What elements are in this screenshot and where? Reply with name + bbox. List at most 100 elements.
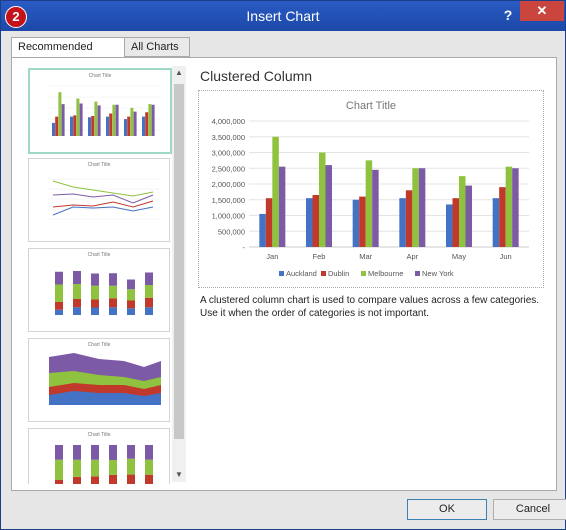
thumbnail-line-graphic [47,178,159,220]
thumbnail-stacked-column-graphic [55,271,153,315]
bar-auckland [352,199,360,247]
thumbnail-line[interactable]: Chart Title [28,158,170,242]
dialog-title: Insert Chart [246,8,320,24]
thumbnail-bar [145,112,149,136]
y-tick-label: 500,000 [218,227,245,236]
bar-dublin [405,190,413,247]
bar-dublin [265,198,273,247]
thumbnail-stacked-bar [55,284,63,302]
close-button[interactable]: ✕ [520,1,564,21]
thumbnail-stacked-bar [109,285,117,299]
x-tick-label: May [452,252,466,261]
bar-new-york [372,169,379,247]
y-tick-label: 2,500,000 [212,164,245,173]
thumbnail-bar [97,105,101,136]
thumbnail-100-bar [127,474,135,484]
x-tick-label: Mar [359,252,372,261]
thumbnail-stacked-bar [109,307,117,315]
thumbnail-bar [133,111,137,136]
chart-preview: Chart Title 4,000,000 3,500,000 3,000,000 2,… [198,90,544,288]
thumbnail-bar [106,116,109,136]
thumbnail-stacked-bar [127,289,135,301]
thumbnail-bar [73,115,77,136]
x-tick-label: Jan [266,252,278,261]
bar-new-york [418,168,426,247]
y-tick-label: - [243,243,246,252]
thumbnail-bar [70,116,73,136]
ok-button[interactable]: OK [407,499,487,520]
thumbnail-stacked-bar [127,300,135,309]
thumbnail-100-bar [145,445,153,460]
chart-description: A clustered column chart is used to comp… [200,295,540,319]
scroll-down-icon[interactable]: ▼ [175,470,183,479]
thumbnail-title: Chart Title [88,73,112,79]
thumbnail-100-bar [91,459,99,477]
tab-all-charts[interactable]: All Charts [124,37,190,57]
y-tick-label: 1,000,000 [212,212,245,221]
scroll-thumb[interactable] [174,84,184,439]
thumbnail-stacked-area-graphic [49,353,161,405]
thumbnail-100-bar [91,445,99,460]
bar-auckland [492,198,500,247]
thumbnail-stacked-bar [55,271,63,285]
thumbnail-100-bar [55,459,63,480]
cancel-button[interactable]: Cancel [493,499,566,520]
thumbnail-bar [88,117,91,136]
bar-dublin [312,195,319,247]
scroll-up-icon[interactable]: ▲ [175,68,183,77]
chart-title: Chart Title [346,100,396,112]
thumbnail-stacked-bar [73,271,81,284]
x-tick-label: Feb [313,252,326,261]
thumbnail-100-bar [109,459,117,475]
thumbnail-stacked-bar [91,299,99,308]
thumbnail-bar [52,122,55,136]
thumbnail-bar [148,104,152,136]
thumbnail-100-bar [91,476,99,484]
thumbnail-stacked-area[interactable]: Chart Title [28,338,170,422]
thumbnail-bar [91,116,95,136]
thumbnail-100-bar [109,474,117,484]
bar-new-york [512,168,519,247]
thumbnail-stacked-bar [91,285,99,300]
bar-auckland [399,198,406,247]
legend-swatch [361,271,366,276]
thumbnail-stacked-bar [127,308,135,315]
clustered-column-chart: Chart Title 4,000,000 3,500,000 3,000,000 2,… [212,100,529,278]
bar-melbourne [365,160,373,247]
bar-new-york [465,185,472,247]
thumbnail-100-bar [55,445,63,460]
bar-auckland [259,213,266,247]
thumbnail-stacked-bar [145,285,153,298]
thumbnail-bar [61,104,65,136]
thumbnail-100-bar [145,474,153,484]
thumbnail-bar [130,107,134,136]
thumbnail-100-bar [73,445,81,460]
y-tick-label: 2,000,000 [212,180,245,189]
bar-dublin [359,196,366,247]
thumbnail-stacked-bar [145,272,153,285]
step-badge: 2 [5,6,27,28]
thumbnail-bar [109,113,113,136]
bar-dublin [452,198,459,247]
bar-auckland [306,198,313,247]
thumbnail-100-bar [73,459,81,477]
legend-entry: Dublin [328,269,349,278]
tab-recommended-charts[interactable]: Recommended Charts [11,37,125,71]
chart-thumbnail-list: Chart Title Chart Title [24,66,182,484]
title-bar: 2 Insert Chart ? ✕ [1,1,565,31]
bar-new-york [325,165,332,247]
thumbnail-stacked-bar [145,297,153,308]
thumbnail-bar [94,101,98,136]
x-tick-label: Apr [406,252,418,261]
bar-melbourne [319,152,326,247]
thumbnail-100-stacked-column[interactable]: Chart Title [28,428,170,484]
help-button[interactable]: ? [503,7,513,23]
thumbnail-stacked-column[interactable]: Chart Title [28,248,170,332]
thumbnail-stacked-bar [145,307,153,315]
thumbnail-clustered-column[interactable]: Chart Title [28,68,172,154]
thumbnail-bar [151,104,155,136]
thumbnail-scrollbar[interactable]: ▲ ▼ [172,66,186,482]
thumbnail-100-stacked-column-graphic [55,445,153,484]
bar-dublin [499,187,506,247]
